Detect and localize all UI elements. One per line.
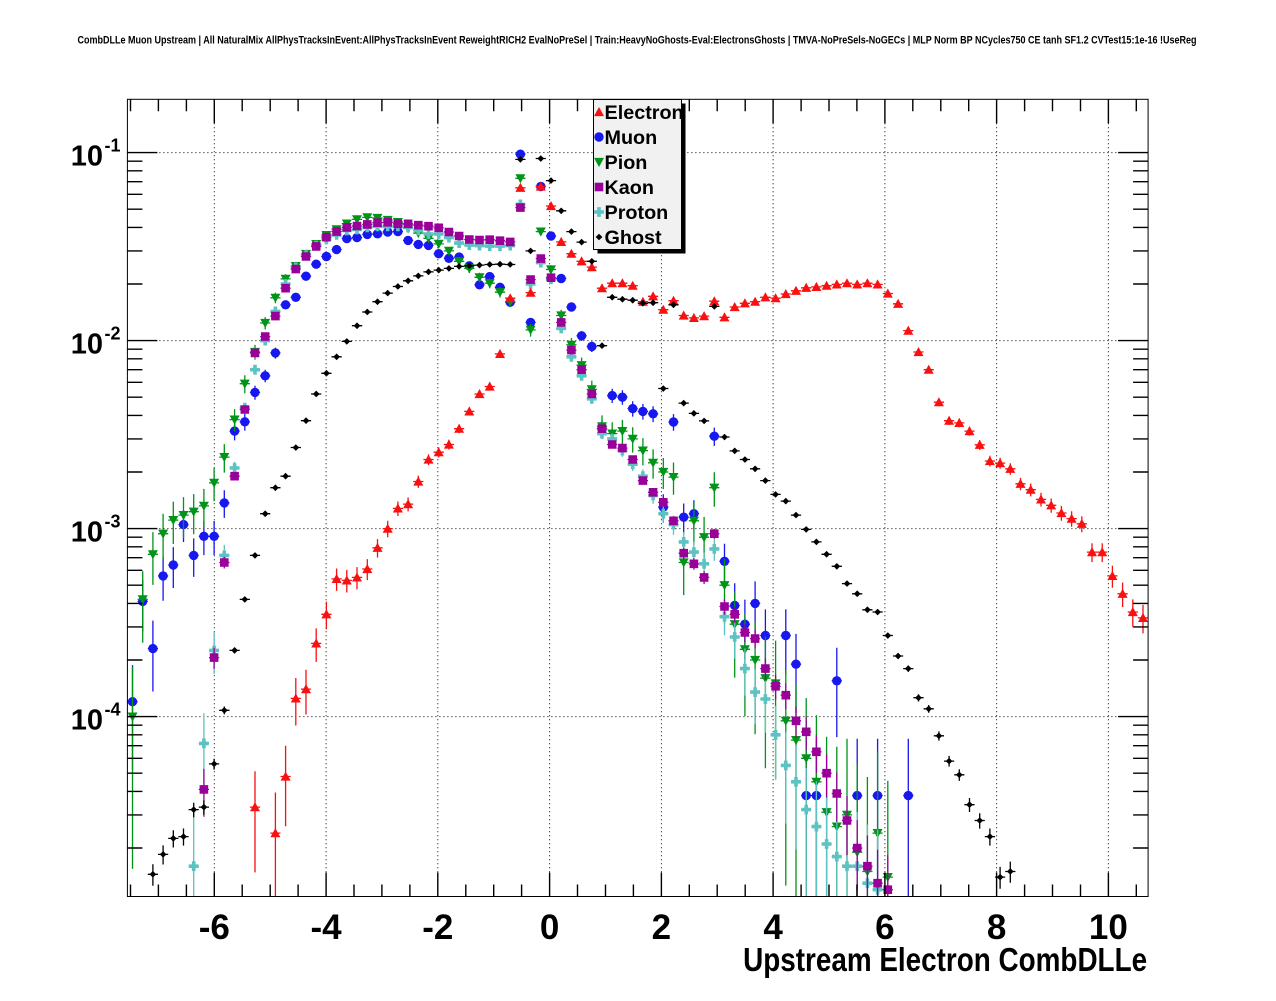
svg-text:6: 6	[875, 908, 894, 947]
svg-text:-4: -4	[105, 700, 121, 720]
svg-text:4: 4	[763, 908, 783, 947]
svg-text:CombDLLe Muon Upstream | All N: CombDLLe Muon Upstream | All NaturalMix …	[78, 35, 1197, 47]
svg-text:Kaon: Kaon	[605, 177, 654, 199]
svg-text:Proton: Proton	[605, 202, 669, 224]
svg-text:0: 0	[540, 908, 559, 947]
svg-text:10: 10	[71, 141, 103, 173]
svg-text:10: 10	[71, 517, 103, 549]
svg-text:-2: -2	[422, 908, 453, 947]
svg-text:Muon: Muon	[605, 127, 658, 149]
svg-text:Electron: Electron	[605, 102, 684, 124]
svg-text:2: 2	[652, 908, 671, 947]
svg-text:10: 10	[71, 705, 103, 737]
svg-text:-6: -6	[199, 908, 230, 947]
svg-text:-2: -2	[105, 324, 121, 344]
svg-text:-3: -3	[105, 512, 121, 532]
svg-text:8: 8	[987, 908, 1006, 947]
svg-text:Upstream Electron CombDLLe: Upstream Electron CombDLLe	[743, 941, 1147, 978]
svg-text:10: 10	[71, 329, 103, 361]
svg-text:Ghost: Ghost	[605, 227, 663, 249]
svg-text:-1: -1	[105, 136, 121, 156]
svg-text:Pion: Pion	[605, 152, 648, 174]
svg-text:10: 10	[1089, 908, 1128, 947]
svg-text:-4: -4	[311, 908, 343, 947]
